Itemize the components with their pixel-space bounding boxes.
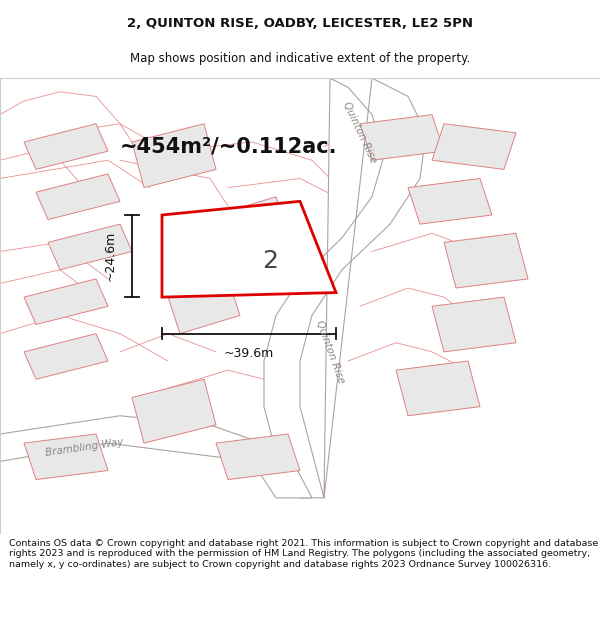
Text: Quinton Rise: Quinton Rise <box>314 319 346 385</box>
Polygon shape <box>264 78 426 498</box>
Polygon shape <box>216 197 288 251</box>
Polygon shape <box>396 361 480 416</box>
Text: Quinton Rise: Quinton Rise <box>341 101 379 165</box>
Polygon shape <box>432 297 516 352</box>
Text: 2, QUINTON RISE, OADBY, LEICESTER, LE2 5PN: 2, QUINTON RISE, OADBY, LEICESTER, LE2 5… <box>127 17 473 30</box>
Text: Brambling Way: Brambling Way <box>44 438 124 458</box>
Polygon shape <box>24 434 108 479</box>
Text: ~24.6m: ~24.6m <box>104 231 117 281</box>
Text: Contains OS data © Crown copyright and database right 2021. This information is : Contains OS data © Crown copyright and d… <box>9 539 598 569</box>
Polygon shape <box>168 279 240 334</box>
Polygon shape <box>24 334 108 379</box>
Polygon shape <box>216 434 300 479</box>
Text: ~454m²/~0.112ac.: ~454m²/~0.112ac. <box>119 136 337 156</box>
Polygon shape <box>432 124 516 169</box>
Polygon shape <box>360 114 444 160</box>
Text: 2: 2 <box>262 249 278 272</box>
Polygon shape <box>36 174 120 219</box>
Polygon shape <box>132 379 216 443</box>
Polygon shape <box>48 224 132 270</box>
Text: Map shows position and indicative extent of the property.: Map shows position and indicative extent… <box>130 52 470 65</box>
Polygon shape <box>162 201 336 297</box>
Text: ~39.6m: ~39.6m <box>224 348 274 360</box>
Polygon shape <box>0 416 312 498</box>
Polygon shape <box>444 233 528 288</box>
Polygon shape <box>408 179 492 224</box>
Polygon shape <box>132 124 216 188</box>
Polygon shape <box>24 279 108 324</box>
Polygon shape <box>24 124 108 169</box>
